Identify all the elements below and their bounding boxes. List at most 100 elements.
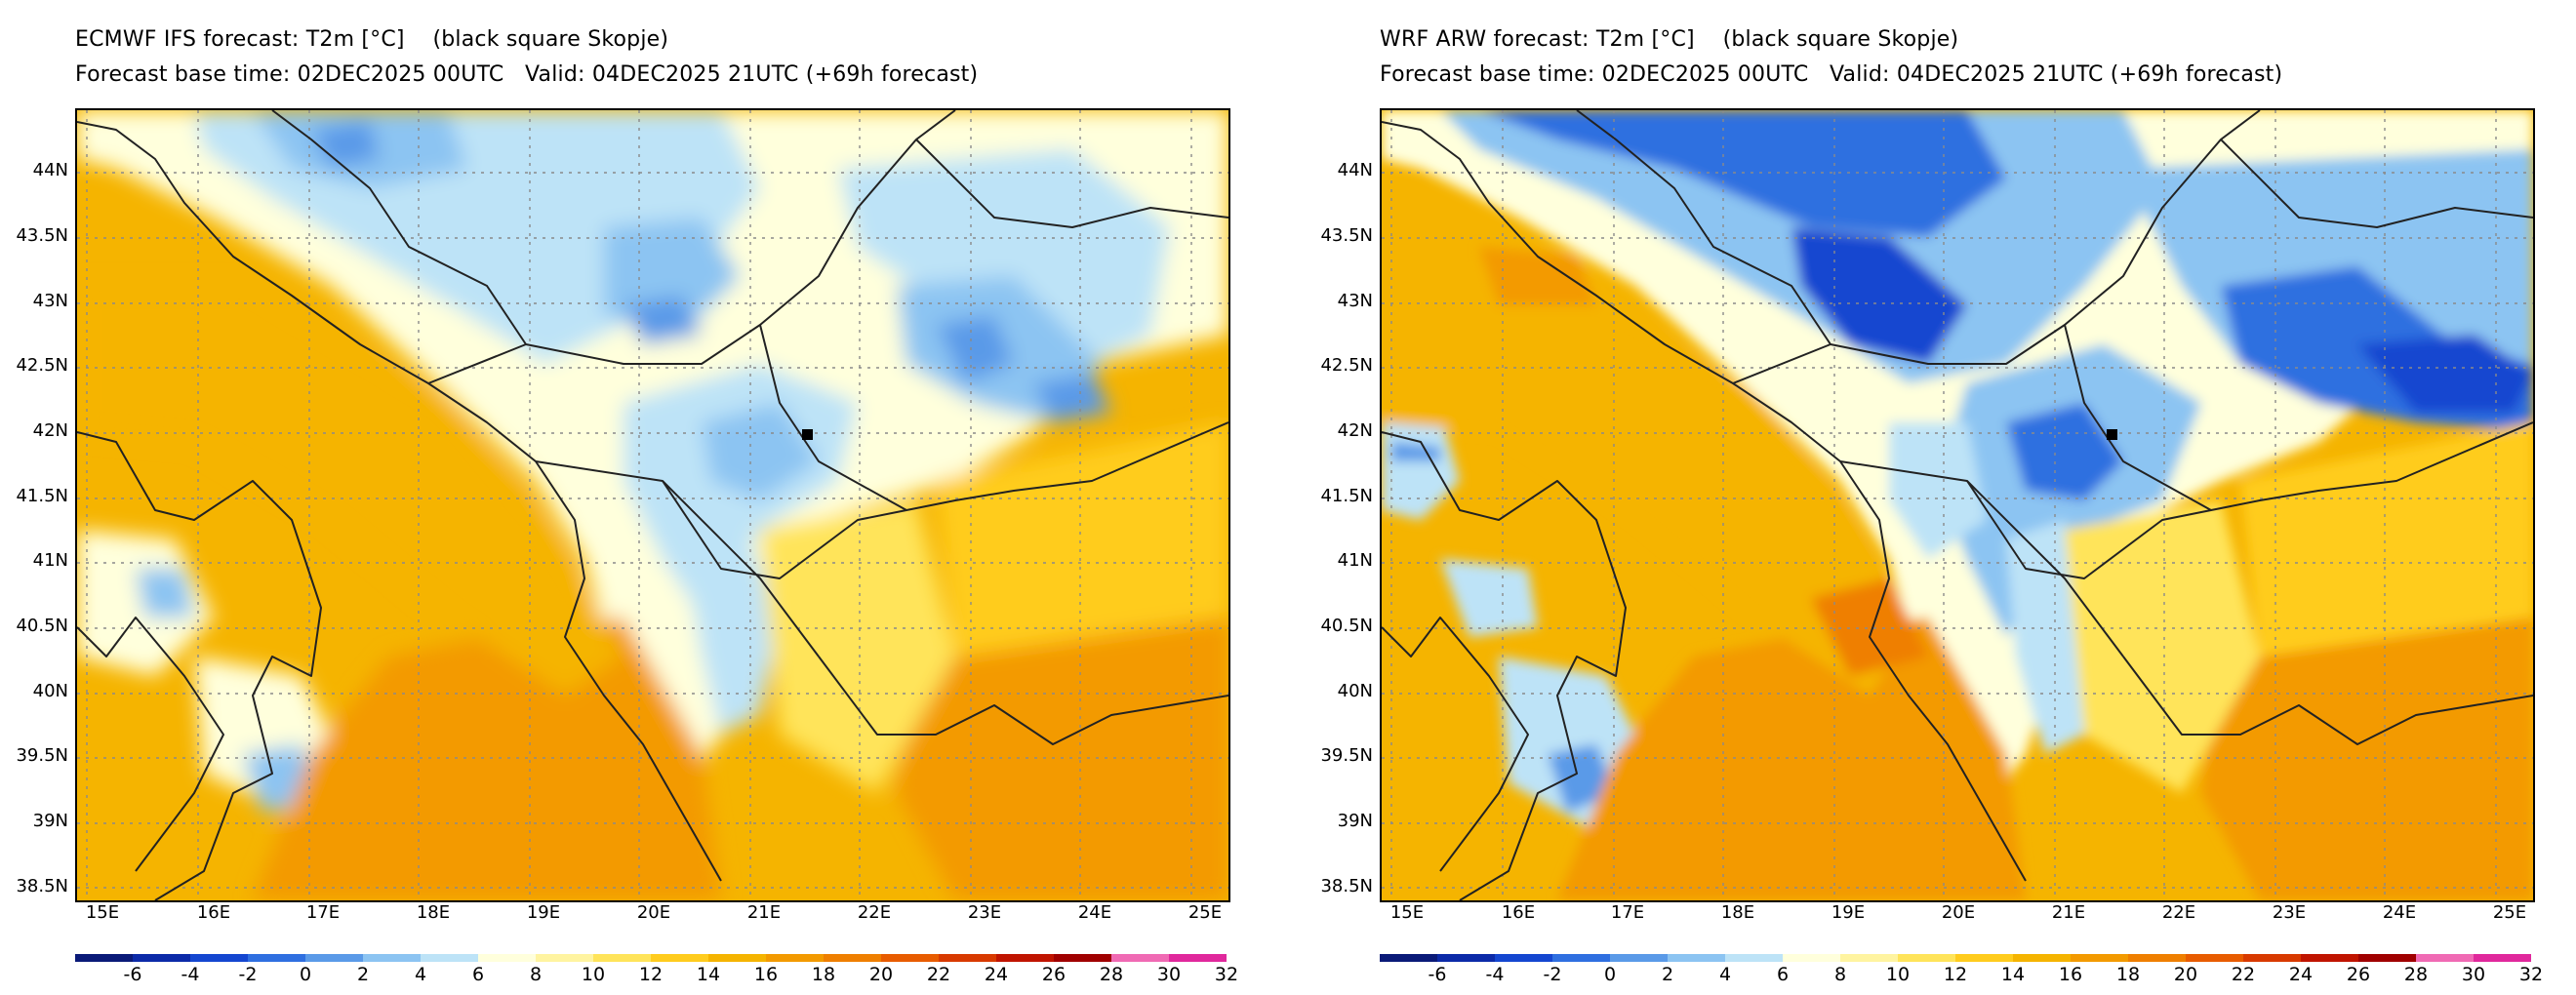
lon-label: 20E [636, 902, 671, 923]
lat-label: 40N [32, 681, 68, 701]
colorbar-tick-label: 0 [1603, 964, 1617, 985]
skopje-station-marker[interactable] [2107, 429, 2117, 440]
skopje-station-marker[interactable] [802, 429, 813, 440]
colorbar-tick-label: 30 [1156, 964, 1182, 985]
lat-label: 38.5N [16, 876, 68, 896]
colorbar-segment [1054, 954, 1111, 962]
temperature-map[interactable] [75, 108, 1230, 902]
colorbar-tick-label: 4 [414, 964, 427, 985]
colorbar-tick-label: 12 [1943, 964, 1968, 985]
lat-label: 43.5N [1320, 225, 1373, 246]
colorbar-segment [536, 954, 593, 962]
colorbar-tick-label: 16 [753, 964, 779, 985]
colorbar-segment [2358, 954, 2416, 962]
colorbar-tick-label: -4 [181, 964, 200, 985]
colorbar-tick-label: 22 [2231, 964, 2256, 985]
colorbar-segment [1840, 954, 1898, 962]
lon-label: 19E [1831, 902, 1866, 923]
lon-label: 16E [196, 902, 231, 923]
lat-label: 43.5N [16, 225, 68, 246]
colorbar-segment [881, 954, 939, 962]
colorbar-segment [2186, 954, 2243, 962]
wrf-panel: WRF ARW forecast: T2m [°C] (black square… [1305, 0, 2573, 995]
lat-label: 40N [1337, 681, 1373, 701]
colorbar-tick-label: 26 [2346, 964, 2371, 985]
colorbar-tick-label: 12 [638, 964, 664, 985]
colorbar-segment [708, 954, 766, 962]
lat-label: 39.5N [1320, 745, 1373, 766]
lat-label: 39.5N [16, 745, 68, 766]
colorbar-tick-label: 14 [2000, 964, 2026, 985]
colorbar-tick-label: 22 [926, 964, 951, 985]
temperature-map[interactable] [1380, 108, 2535, 902]
lon-label: 17E [1610, 902, 1645, 923]
lon-label: 21E [2051, 902, 2086, 923]
colorbar-tick-label: 2 [1661, 964, 1674, 985]
lon-label: 22E [857, 902, 892, 923]
panel-subtitle: Forecast base time: 02DEC2025 00UTC Vali… [75, 62, 979, 87]
lon-label: 24E [2382, 902, 2417, 923]
lon-label: 25E [1187, 902, 1223, 923]
lat-label: 42.5N [1320, 355, 1373, 376]
lat-label: 44N [32, 160, 68, 180]
ecmwf-panel: ECMWF IFS forecast: T2m [°C] (black squa… [0, 0, 1268, 995]
colorbar-segment [1380, 954, 1437, 962]
colorbar-segment [766, 954, 824, 962]
colorbar-segment [2416, 954, 2474, 962]
colorbar-segment [305, 954, 363, 962]
colorbar-segment [133, 954, 190, 962]
colorbar-segment [2301, 954, 2358, 962]
lat-label: 42N [32, 420, 68, 441]
lat-label: 42N [1337, 420, 1373, 441]
panel-title: WRF ARW forecast: T2m [°C] (black square… [1380, 27, 1959, 52]
colorbar-tick-label: 28 [2403, 964, 2429, 985]
colorbar-segment [1552, 954, 1610, 962]
colorbar-segment [2013, 954, 2071, 962]
temperature-field [1382, 110, 2533, 900]
panel-subtitle: Forecast base time: 02DEC2025 00UTC Vali… [1380, 62, 2283, 87]
lat-label: 41.5N [1320, 486, 1373, 506]
lon-label: 16E [1501, 902, 1536, 923]
colorbar-tick-label: 24 [2288, 964, 2314, 985]
colorbar-segment [1111, 954, 1169, 962]
lon-label: 25E [2492, 902, 2527, 923]
colorbar-segment [939, 954, 996, 962]
colorbar-tick-label: 30 [2461, 964, 2486, 985]
colorbar-tick-label: -2 [1543, 964, 1562, 985]
colorbar-segment [1783, 954, 1840, 962]
colorbar-tick-label: 10 [581, 964, 606, 985]
lon-label: 18E [1720, 902, 1755, 923]
colorbar-segment [1610, 954, 1668, 962]
colorbar-segment [478, 954, 536, 962]
colorbar-tick-label: -6 [1428, 964, 1447, 985]
lon-label: 17E [305, 902, 341, 923]
colorbar-tick-label: 8 [1833, 964, 1847, 985]
lat-label: 43N [32, 291, 68, 311]
lon-label: 22E [2161, 902, 2196, 923]
colorbar-segment [2071, 954, 2128, 962]
lat-label: 44N [1337, 160, 1373, 180]
colorbar-tick-label: 14 [696, 964, 721, 985]
lon-label: 21E [746, 902, 782, 923]
colorbar-tick-label: 10 [1885, 964, 1911, 985]
colorbar-tick-label: -4 [1485, 964, 1505, 985]
colorbar-segment [651, 954, 708, 962]
lon-label: 15E [1389, 902, 1425, 923]
colorbar-segment [363, 954, 421, 962]
colorbar-tick-label: -6 [123, 964, 142, 985]
colorbar-segment [190, 954, 248, 962]
colorbar-tick-label: 32 [1214, 964, 1239, 985]
colorbar-segment [2128, 954, 2186, 962]
lat-label: 40.5N [16, 616, 68, 636]
lat-label: 41N [1337, 550, 1373, 571]
colorbar-tick-label: 18 [2115, 964, 2141, 985]
colorbar-tick-label: 8 [529, 964, 543, 985]
colorbar-segment [2243, 954, 2301, 962]
colorbar-segment [1725, 954, 1783, 962]
colorbar-segment [1955, 954, 2013, 962]
lon-label: 19E [526, 902, 561, 923]
lon-label: 24E [1077, 902, 1112, 923]
lon-label: 18E [416, 902, 451, 923]
lat-label: 38.5N [1320, 876, 1373, 896]
colorbar-tick-label: 32 [2518, 964, 2544, 985]
